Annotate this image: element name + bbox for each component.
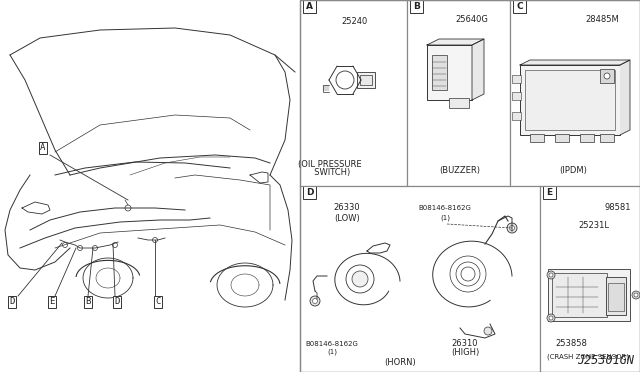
Bar [303, 186, 316, 199]
Text: (1): (1) [327, 349, 337, 355]
Text: (1): (1) [440, 215, 450, 221]
Circle shape [352, 271, 368, 287]
Circle shape [484, 327, 492, 335]
Circle shape [152, 237, 157, 243]
Circle shape [634, 293, 638, 297]
Text: SWITCH): SWITCH) [309, 169, 351, 177]
Bar [357, 72, 375, 88]
Text: D: D [115, 298, 120, 307]
Circle shape [549, 316, 553, 320]
Text: 25640G: 25640G [456, 16, 488, 25]
Text: 26330: 26330 [333, 203, 360, 212]
Text: 253858: 253858 [555, 340, 587, 349]
Circle shape [632, 291, 640, 299]
Circle shape [93, 246, 97, 250]
Text: (IPDM): (IPDM) [559, 167, 587, 176]
Circle shape [509, 225, 515, 231]
Circle shape [549, 273, 553, 277]
Text: 25231L: 25231L [578, 221, 609, 231]
Text: E: E [547, 188, 552, 197]
Bar [512, 112, 521, 120]
Bar [300, 0, 407, 186]
Bar [300, 0, 640, 372]
Text: 98581: 98581 [605, 203, 631, 212]
Text: (BUZZER): (BUZZER) [440, 167, 481, 176]
Text: D: D [10, 298, 15, 307]
Circle shape [77, 246, 83, 250]
Text: C: C [516, 2, 523, 11]
Bar [513, 0, 526, 13]
Text: (OIL PRESSURE: (OIL PRESSURE [298, 160, 362, 169]
Circle shape [125, 205, 131, 211]
Polygon shape [427, 39, 484, 45]
Bar [540, 186, 640, 372]
Circle shape [312, 298, 317, 304]
Bar [548, 269, 630, 321]
Text: J25301GN: J25301GN [577, 354, 634, 367]
Text: (LOW): (LOW) [334, 214, 360, 222]
Bar [552, 273, 607, 317]
Bar [600, 134, 614, 142]
Circle shape [336, 71, 354, 89]
Bar [543, 186, 556, 199]
Bar [555, 134, 569, 142]
Text: B08146-8162G: B08146-8162G [305, 341, 358, 347]
Text: A: A [306, 2, 313, 11]
Bar [608, 283, 624, 311]
Bar [580, 134, 594, 142]
Bar [600, 69, 614, 83]
Circle shape [547, 271, 555, 279]
Text: B08146-8162G: B08146-8162G [419, 205, 472, 211]
Circle shape [63, 243, 67, 247]
Bar [300, 186, 540, 372]
Text: B: B [85, 298, 91, 307]
Bar [520, 65, 620, 135]
Bar [449, 98, 469, 108]
Circle shape [604, 73, 610, 79]
Text: (HORN): (HORN) [384, 357, 416, 366]
Polygon shape [520, 60, 630, 65]
Bar [432, 55, 447, 90]
Text: D: D [306, 188, 313, 197]
Circle shape [547, 314, 555, 322]
Polygon shape [620, 60, 630, 135]
Text: 26310: 26310 [452, 340, 478, 349]
Bar [303, 0, 316, 13]
Bar [512, 75, 521, 83]
Bar [530, 134, 544, 142]
Text: C: C [156, 298, 161, 307]
Polygon shape [472, 39, 484, 100]
Bar [606, 277, 626, 315]
Text: A: A [40, 144, 45, 153]
Bar [407, 0, 510, 186]
Bar [510, 0, 640, 186]
Text: (CRASH ZONE SENSOR): (CRASH ZONE SENSOR) [547, 354, 629, 360]
Circle shape [113, 243, 118, 247]
Circle shape [346, 265, 374, 293]
Bar [512, 92, 521, 100]
Bar [410, 0, 423, 13]
Circle shape [507, 223, 517, 233]
Text: 28485M: 28485M [585, 16, 619, 25]
Bar [427, 45, 472, 100]
Text: 25240: 25240 [342, 17, 368, 26]
Text: B: B [413, 2, 420, 11]
Circle shape [310, 296, 320, 306]
Text: (HIGH): (HIGH) [451, 347, 479, 356]
Bar [360, 75, 372, 85]
Text: E: E [49, 298, 54, 307]
Bar [525, 70, 615, 130]
